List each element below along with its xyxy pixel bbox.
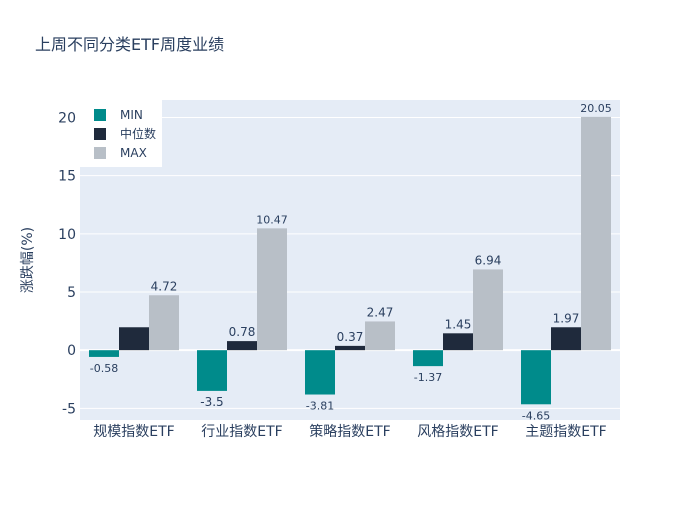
legend-swatch: [94, 109, 106, 121]
data-label: 6.94: [475, 253, 502, 267]
x-tick-label: 规模指数ETF: [93, 424, 174, 440]
bar: [335, 345, 365, 351]
data-label: 10.47: [256, 213, 288, 226]
data-label: -3.81: [306, 400, 334, 413]
legend: MIN 中位数 MAX: [80, 100, 162, 167]
bar: [305, 350, 335, 395]
data-label: 1.45: [445, 317, 472, 331]
legend-label: MAX: [120, 146, 147, 160]
legend-background: [80, 100, 162, 167]
data-label: 4.72: [151, 279, 178, 293]
bar: [551, 327, 581, 351]
x-tick-label: 风格指数ETF: [417, 424, 498, 440]
legend-swatch: [94, 147, 106, 159]
bar: [581, 116, 611, 351]
bar: [473, 269, 503, 351]
data-label: 0.78: [229, 325, 256, 339]
y-axis: -5 0 5 10 15 20: [58, 110, 76, 417]
y-tick-label: 5: [67, 285, 76, 301]
y-tick-label: 10: [58, 227, 76, 243]
y-axis-title: 涨跌幅(%): [20, 227, 36, 293]
data-label: -3.5: [200, 395, 223, 409]
data-label: 1.97: [553, 311, 580, 325]
bar: [149, 295, 179, 351]
legend-label: 中位数: [120, 126, 156, 141]
bar: [413, 350, 443, 367]
bar: [197, 350, 227, 391]
x-tick-label: 行业指数ETF: [201, 424, 282, 440]
data-label: 20.05: [580, 102, 612, 115]
bars: [89, 116, 611, 405]
y-tick-label: 0: [67, 343, 76, 359]
legend-label: MIN: [120, 108, 143, 122]
legend-swatch: [94, 128, 106, 140]
bar: [257, 228, 287, 351]
x-axis: 规模指数ETF 行业指数ETF 策略指数ETF 风格指数ETF 主题指数ETF: [93, 423, 606, 440]
data-label: -1.37: [414, 371, 442, 384]
chart-title: 上周不同分类ETF周度业绩: [35, 35, 224, 54]
bar: [89, 350, 119, 357]
bar: [521, 350, 551, 405]
bar: [443, 333, 473, 351]
bar: [365, 321, 395, 351]
data-label: 0.37: [337, 330, 364, 344]
bar: [227, 341, 257, 351]
data-label: -0.58: [90, 362, 118, 375]
data-labels: -0.58 4.72 -3.5 0.78 10.47 -3.81 0.372.47 -1.37…: [90, 102, 612, 422]
y-tick-label: 20: [58, 110, 76, 126]
x-tick-label: 策略指数ETF: [309, 423, 390, 440]
data-label: 2.47: [367, 305, 394, 319]
x-tick-label: 主题指数ETF: [525, 424, 606, 440]
bar: [119, 327, 149, 351]
data-label: -4.65: [522, 409, 550, 422]
y-tick-label: -5: [62, 401, 76, 417]
y-tick-label: 15: [58, 169, 76, 185]
